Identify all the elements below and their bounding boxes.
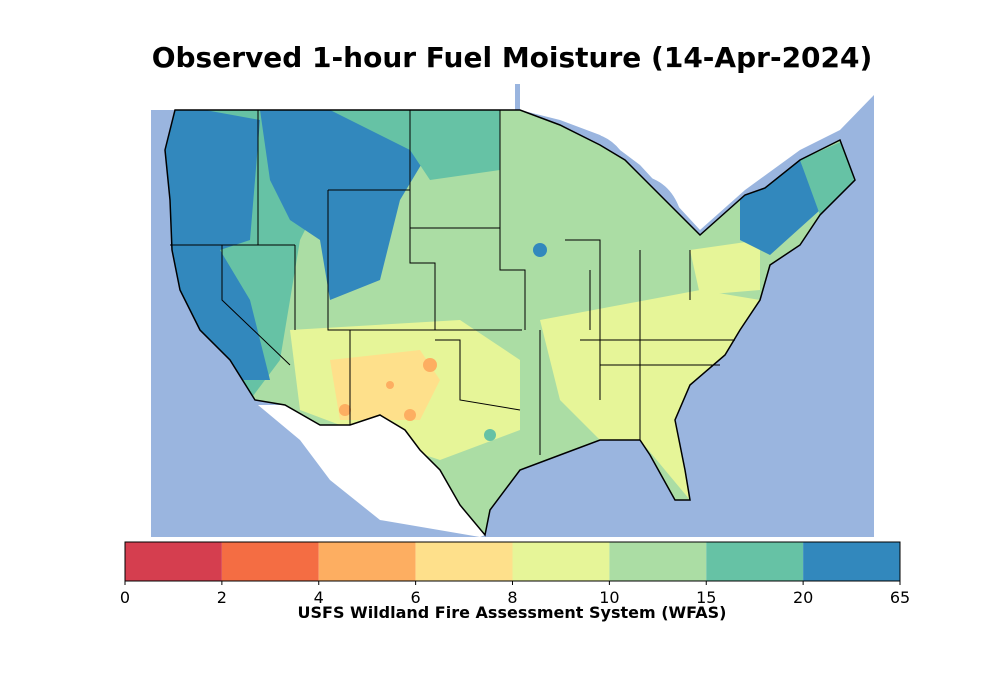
colorbar-tick-label: 6 [411,588,421,607]
colorbar-tick-label: 8 [507,588,517,607]
us-border [164,109,856,537]
colorbar-bin [125,542,222,581]
colorbar-bin [706,542,804,581]
colorbar-tick-label: 2 [217,588,227,607]
colorbar-tick-label: 10 [599,588,619,607]
map-title: Observed 1-hour Fuel Moisture (14-Apr-20… [152,41,873,74]
colorbar: 0 2 4 6 8 10 15 20 65 [120,541,910,607]
colorbar-bin [512,542,610,581]
colorbar-bin [415,542,513,581]
colorbar-bin [221,542,319,581]
colorbar-bin [318,542,416,581]
colorbar-bin [803,542,900,581]
colorbar-tick-label: 4 [314,588,324,607]
canada [151,84,515,110]
colorbar-tick-label: 0 [120,588,130,607]
canada [520,84,874,230]
state-borders [170,110,735,455]
map [151,84,874,537]
mexico [258,405,485,537]
colorbar-tick-label: 20 [793,588,813,607]
colorbar-tick-label: 65 [890,588,910,607]
colorbar-tick-label: 15 [696,588,716,607]
colorbar-bin [609,542,707,581]
colorbar-label: USFS Wildland Fire Assessment System (WF… [298,603,727,622]
